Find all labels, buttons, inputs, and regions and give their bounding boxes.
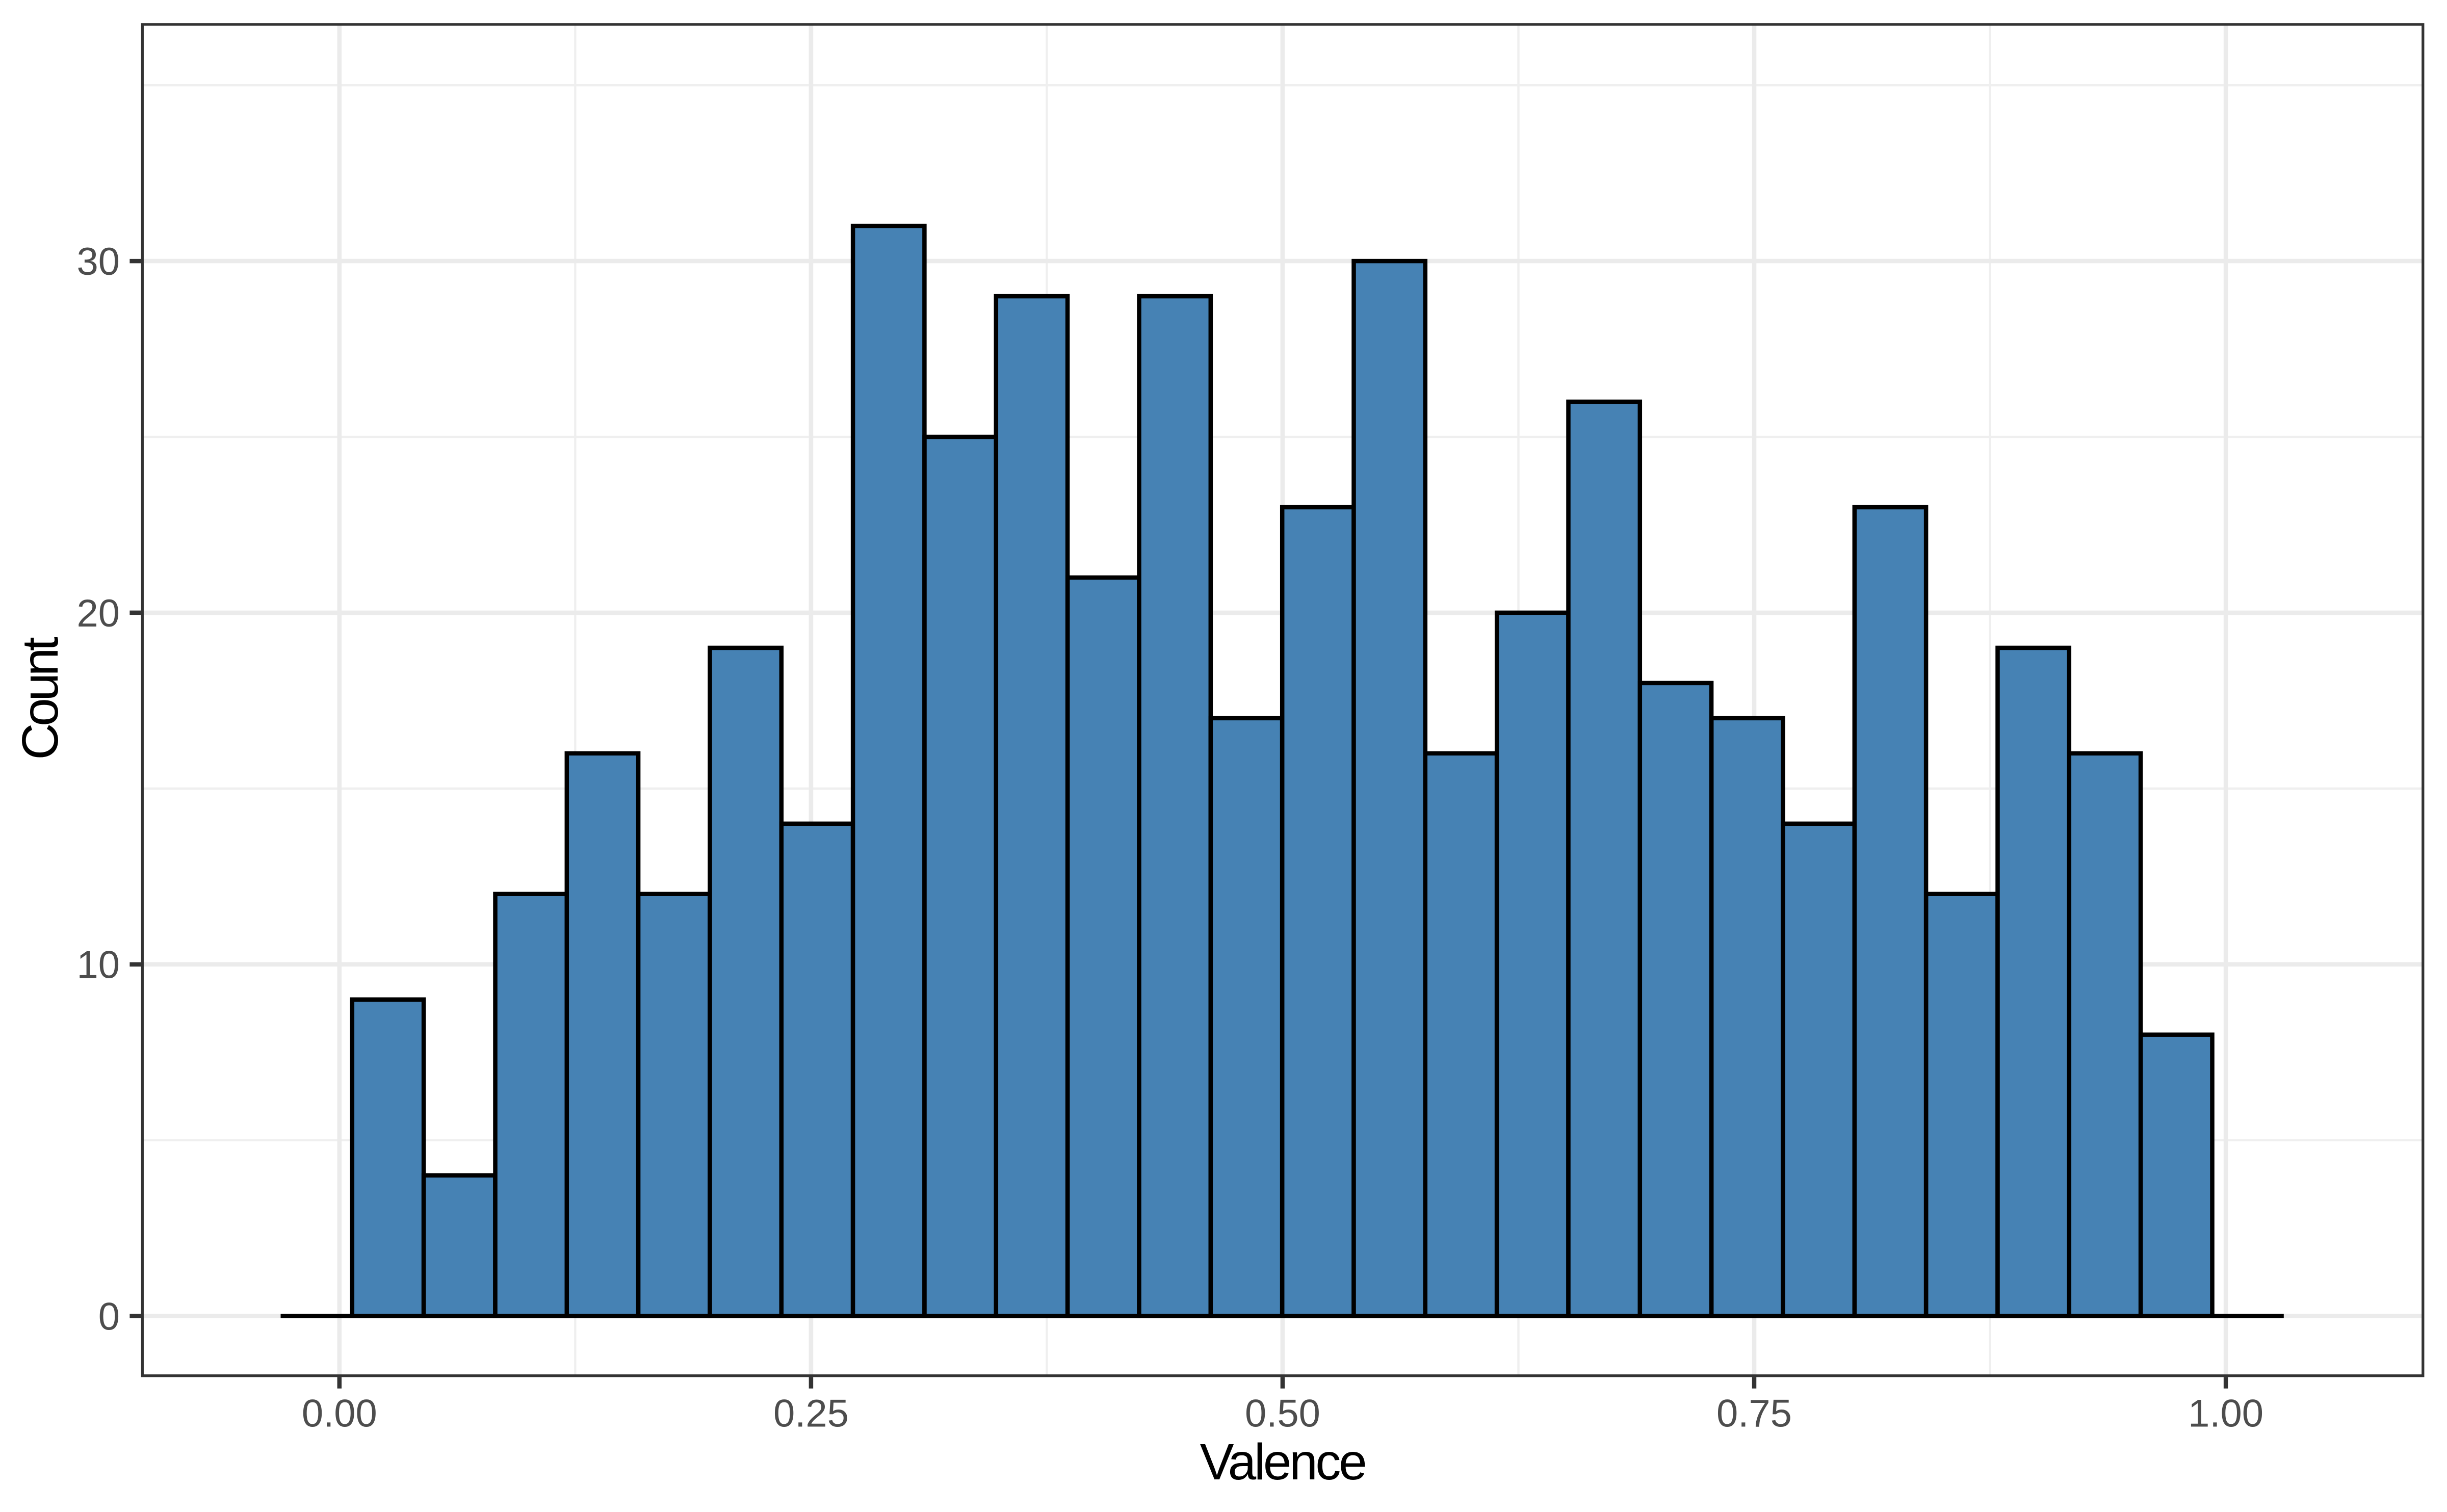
svg-text:20: 20 (76, 592, 120, 635)
svg-text:0.25: 0.25 (773, 1392, 849, 1436)
svg-text:0: 0 (98, 1295, 120, 1339)
svg-text:0.75: 0.75 (1716, 1392, 1792, 1436)
svg-text:Count: Count (12, 637, 69, 760)
svg-text:30: 30 (76, 240, 120, 283)
svg-text:0.00: 0.00 (302, 1392, 377, 1436)
svg-text:10: 10 (76, 944, 120, 987)
svg-text:1.00: 1.00 (2188, 1392, 2263, 1436)
svg-text:Valence: Valence (1200, 1433, 1367, 1491)
svg-text:0.50: 0.50 (1245, 1392, 1320, 1436)
